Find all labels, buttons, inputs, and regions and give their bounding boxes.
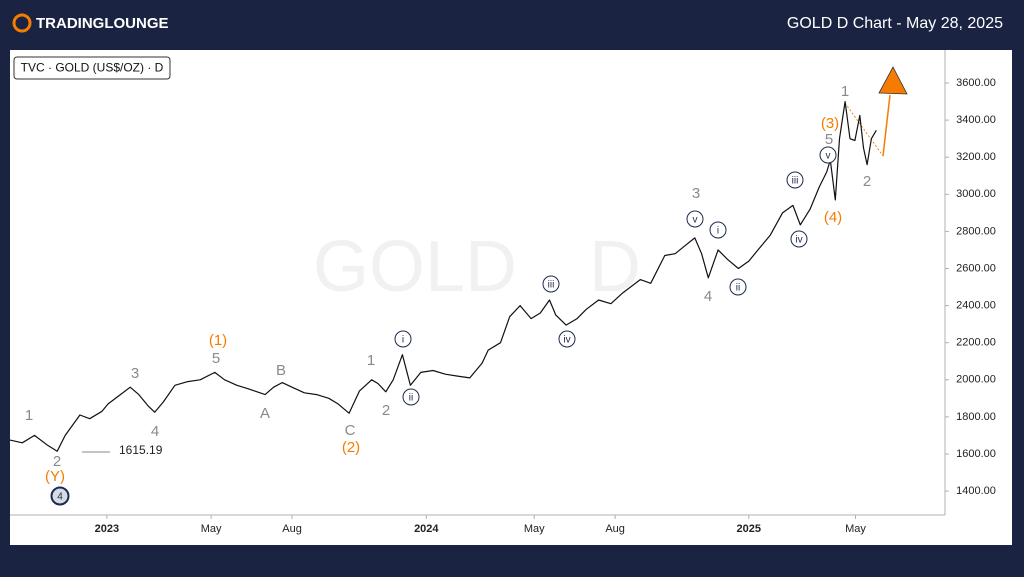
x-tick-label: 2025 bbox=[737, 523, 761, 535]
wave-circle bbox=[790, 230, 808, 248]
y-tick-label: 3400.00 bbox=[956, 114, 996, 126]
wave-label: (2) bbox=[342, 439, 360, 456]
wave-label: C bbox=[345, 422, 356, 439]
wave-label: 3 bbox=[692, 185, 700, 202]
y-tick-label: 3600.00 bbox=[956, 77, 996, 89]
x-tick-label: May bbox=[524, 523, 545, 535]
wave-circle bbox=[786, 171, 804, 189]
wave-label: iv bbox=[795, 235, 802, 246]
wave-label: 4 bbox=[57, 492, 63, 503]
wave-label: iii bbox=[792, 176, 799, 187]
x-tick-label: May bbox=[201, 523, 222, 535]
wave-label: iv bbox=[563, 335, 570, 346]
wave-circle bbox=[819, 146, 837, 164]
low-label: 1615.19 bbox=[119, 443, 163, 457]
wave-label: v bbox=[826, 151, 831, 162]
wave-label: 4 bbox=[704, 288, 712, 305]
projection-arrow bbox=[882, 94, 891, 157]
wave-circle bbox=[558, 330, 576, 348]
symbol: TVC · GOLD (US$/OZ) · D bbox=[21, 61, 164, 75]
wave-label: 2 bbox=[382, 402, 390, 419]
logo-icon bbox=[12, 13, 32, 33]
symbol-box bbox=[13, 56, 171, 80]
wave-label: 2 bbox=[863, 173, 871, 190]
wave-label: v bbox=[693, 215, 698, 226]
x-tick-label: 2023 bbox=[95, 523, 119, 535]
wave-label: 5 bbox=[825, 131, 833, 148]
wave-circle bbox=[402, 388, 420, 406]
wave-circle bbox=[50, 486, 70, 506]
projection-head bbox=[878, 66, 908, 95]
brand: TRADINGLOUNGE bbox=[36, 15, 169, 32]
wave-label: 2 bbox=[53, 453, 61, 470]
chart-title: GOLD D Chart - May 28, 2025 bbox=[787, 15, 1003, 32]
wave-label: (Y) bbox=[45, 468, 65, 485]
y-tick-label: 2600.00 bbox=[956, 262, 996, 274]
wave-label: iii bbox=[548, 280, 555, 291]
wave-label: i bbox=[717, 226, 719, 237]
wave-label: ii bbox=[736, 283, 740, 294]
x-tick-label: Aug bbox=[605, 523, 625, 535]
projection-guide bbox=[844, 102, 884, 157]
wave-label: 1 bbox=[841, 83, 849, 100]
watermark: GOLD bbox=[313, 227, 517, 307]
wave-label: 1 bbox=[25, 407, 33, 424]
wave-label: (1) bbox=[209, 332, 227, 349]
y-tick-label: 3200.00 bbox=[956, 151, 996, 163]
wave-label: B bbox=[276, 362, 286, 379]
wave-circle bbox=[394, 330, 412, 348]
wave-circle bbox=[686, 210, 704, 228]
y-tick-label: 1800.00 bbox=[956, 411, 996, 423]
wave-circle bbox=[729, 278, 747, 296]
y-tick-label: 3000.00 bbox=[956, 188, 996, 200]
x-tick-label: Aug bbox=[282, 523, 302, 535]
y-tick-label: 2200.00 bbox=[956, 337, 996, 349]
wave-label: A bbox=[260, 405, 270, 422]
wave-label: (3) bbox=[821, 115, 839, 132]
y-tick-label: 2000.00 bbox=[956, 374, 996, 386]
wave-label: ii bbox=[409, 393, 413, 404]
wave-label: 1 bbox=[367, 352, 375, 369]
wave-label: 4 bbox=[151, 423, 159, 440]
y-tick-label: 2400.00 bbox=[956, 299, 996, 311]
wave-label: 3 bbox=[131, 365, 139, 382]
x-tick-label: May bbox=[845, 523, 866, 535]
wave-circle bbox=[709, 221, 727, 239]
wave-label: 5 bbox=[212, 350, 220, 367]
x-tick-label: 2024 bbox=[414, 523, 439, 535]
y-tick-label: 1400.00 bbox=[956, 485, 996, 497]
price-line bbox=[9, 101, 877, 452]
y-tick-label: 2800.00 bbox=[956, 225, 996, 237]
watermark: D bbox=[589, 227, 641, 307]
wave-circle bbox=[542, 275, 560, 293]
wave-label: i bbox=[402, 335, 404, 346]
chart-panel bbox=[10, 50, 1012, 545]
wave-label: (4) bbox=[824, 209, 842, 226]
y-tick-label: 1600.00 bbox=[956, 448, 996, 460]
